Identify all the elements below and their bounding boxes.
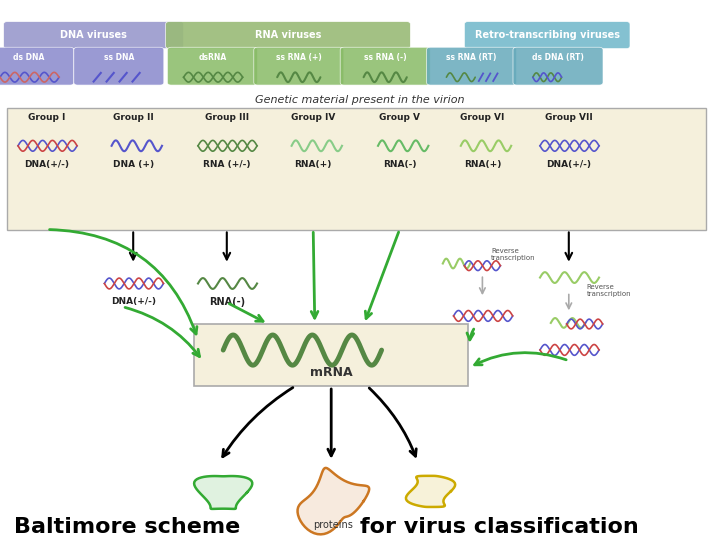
Text: DNA viruses: DNA viruses [60,30,127,40]
Text: ss RNA (RT): ss RNA (RT) [446,53,497,62]
Text: ss RNA (-): ss RNA (-) [364,53,407,62]
FancyBboxPatch shape [74,47,164,85]
Text: DNA(+/-): DNA(+/-) [111,297,156,306]
FancyBboxPatch shape [426,47,517,85]
Text: DNA(+/-): DNA(+/-) [546,160,591,169]
Text: RNA(+): RNA(+) [464,160,501,169]
Text: DNA(+/-): DNA(+/-) [24,160,69,169]
Text: Group V: Group V [379,112,420,122]
Polygon shape [406,476,455,507]
Text: Genetic material present in the virion: Genetic material present in the virion [256,95,464,105]
Polygon shape [297,468,369,535]
FancyBboxPatch shape [194,324,468,386]
Text: mRNA: mRNA [310,366,353,379]
Text: for virus classification: for virus classification [360,517,639,537]
Text: ss DNA: ss DNA [104,53,134,62]
FancyBboxPatch shape [4,22,184,49]
FancyBboxPatch shape [464,22,630,49]
Text: ds DNA (RT): ds DNA (RT) [532,53,584,62]
Text: ds DNA: ds DNA [13,53,45,62]
FancyBboxPatch shape [0,47,73,85]
Text: Retro-transcribing viruses: Retro-transcribing viruses [474,30,620,40]
Text: Reverse
transcription: Reverse transcription [587,284,631,297]
Text: dsRNA: dsRNA [198,53,227,62]
Text: RNA(+): RNA(+) [294,160,332,169]
Text: Group VII: Group VII [545,112,593,122]
Polygon shape [194,476,252,509]
Text: Baltimore scheme: Baltimore scheme [14,517,240,537]
Text: proteins: proteins [313,520,354,530]
Text: Group IV: Group IV [291,112,336,122]
Text: RNA(-): RNA(-) [383,160,416,169]
FancyBboxPatch shape [7,108,706,230]
FancyBboxPatch shape [253,47,344,85]
Text: RNA(-): RNA(-) [209,297,245,307]
Text: Group I: Group I [28,112,66,122]
Text: Group II: Group II [113,112,153,122]
FancyBboxPatch shape [513,47,603,85]
Text: RNA (+/-): RNA (+/-) [203,160,251,169]
Text: Group VI: Group VI [460,112,505,122]
FancyBboxPatch shape [166,22,410,49]
Text: Reverse
transcription: Reverse transcription [491,248,536,261]
FancyBboxPatch shape [341,47,431,85]
Text: DNA (+): DNA (+) [112,160,154,169]
FancyBboxPatch shape [167,47,258,85]
Text: Group III: Group III [204,112,249,122]
Text: ss RNA (+): ss RNA (+) [276,53,322,62]
Text: RNA viruses: RNA viruses [255,30,321,40]
